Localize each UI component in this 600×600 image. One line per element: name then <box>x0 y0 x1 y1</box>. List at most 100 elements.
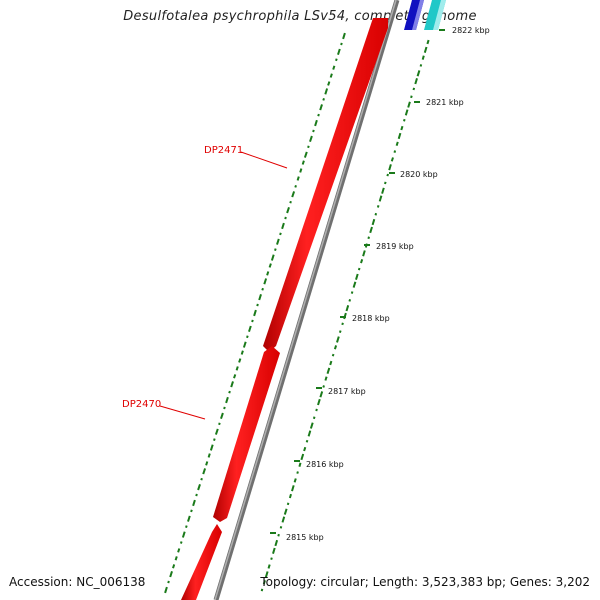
gc-dot <box>315 408 318 412</box>
gc-dot <box>235 366 239 371</box>
gc-dot <box>317 398 321 406</box>
gc-dot <box>296 176 300 181</box>
gc-dot <box>326 367 331 374</box>
gc-dot <box>299 168 303 173</box>
gene-next-arrow[interactable] <box>181 524 222 600</box>
gc-dot <box>327 81 331 86</box>
gc-dot <box>187 515 191 522</box>
genome-stats-label: Topology: circular; Length: 3,523,383 bp… <box>260 575 590 589</box>
gc-dot <box>262 579 266 585</box>
gc-dot <box>167 580 170 584</box>
gc-dot <box>390 157 394 162</box>
gc-dot <box>416 70 421 77</box>
gc-dot <box>410 95 413 99</box>
gc-dot <box>230 381 234 388</box>
gene-dp2470-label[interactable]: DP2470 <box>122 399 161 410</box>
gc-dot <box>329 360 333 366</box>
gc-dot <box>357 267 361 271</box>
gc-dot <box>348 298 352 302</box>
gc-dot <box>296 471 299 474</box>
tick-label-2822: 2822 kbp <box>452 26 490 35</box>
forward-features <box>404 0 446 30</box>
tick-label-2815: 2815 kbp <box>286 533 324 542</box>
gc-dot <box>419 64 423 67</box>
gc-dot <box>248 325 252 333</box>
gc-dot <box>268 263 272 268</box>
gc-dot <box>272 547 276 554</box>
gc-dot <box>207 453 211 458</box>
gene-dp2470-arrow[interactable] <box>213 346 280 522</box>
gc-dot <box>181 531 186 538</box>
genome-backbone <box>213 0 400 600</box>
gc-dot <box>329 73 333 78</box>
gc-dot <box>400 125 404 131</box>
gc-dot <box>303 151 308 158</box>
gene-dp2471-label[interactable]: DP2471 <box>204 145 243 156</box>
gc-dot <box>333 345 338 350</box>
gc-dot <box>238 358 242 363</box>
gc-dot <box>336 336 340 343</box>
gc-dot <box>228 390 231 394</box>
gc-dot <box>200 477 203 481</box>
gc-dot <box>197 483 201 491</box>
gc-dot <box>309 422 314 429</box>
gc-dot <box>276 238 280 245</box>
accession-label: Accession: NC_006138 <box>9 575 146 589</box>
gc-dot <box>301 160 305 165</box>
gc-dot <box>335 58 338 62</box>
tick-label-2817: 2817 kbp <box>328 387 366 396</box>
gc-dot <box>218 422 221 426</box>
gc-dot <box>192 499 196 507</box>
gc-dot <box>384 181 387 185</box>
gc-dot <box>284 216 287 220</box>
gc-dot <box>322 385 325 388</box>
gc-dot <box>261 287 264 291</box>
gc-dot <box>331 353 335 357</box>
gc-dot <box>342 32 346 40</box>
gc-dot <box>281 516 286 523</box>
gc-dot <box>258 293 262 301</box>
gc-dot <box>177 548 181 553</box>
gc-dot <box>270 557 273 560</box>
tick-label-2819: 2819 kbp <box>376 242 414 251</box>
gc-dot <box>397 132 402 140</box>
gc-dot <box>371 218 376 226</box>
gc-dot <box>195 493 198 497</box>
gc-dot <box>213 438 216 442</box>
gc-dot <box>209 444 214 451</box>
gc-dot <box>220 412 224 420</box>
gc-dot <box>246 335 249 339</box>
gc-dot <box>179 541 183 544</box>
gene-dp2471-arrow[interactable] <box>263 18 388 352</box>
map-title: Desulfotalea psychrophila LSv54, complet… <box>123 9 477 24</box>
gc-dot <box>240 350 244 355</box>
gc-dot <box>286 502 290 506</box>
gc-dot <box>404 109 409 116</box>
tick-label-2821: 2821 kbp <box>426 98 464 107</box>
gc-dot <box>395 141 399 147</box>
gc-dot <box>223 406 226 410</box>
gc-dot <box>322 97 325 101</box>
gc-dot <box>337 48 341 56</box>
gc-dot <box>338 330 342 334</box>
gc-dot <box>288 493 292 499</box>
gc-dot <box>300 453 305 461</box>
gc-dot <box>293 478 297 483</box>
gc-dot <box>214 428 219 435</box>
gc-dot <box>291 191 296 198</box>
gc-dot <box>324 88 329 95</box>
gc-dot <box>332 65 336 70</box>
gc-dot <box>369 226 373 234</box>
cyan-feature-shade <box>433 0 446 30</box>
gc-dot <box>317 113 320 117</box>
gc-dot <box>305 439 309 443</box>
gc-dot <box>374 212 378 216</box>
gc-dot <box>225 396 229 404</box>
gc-dot <box>312 129 315 133</box>
gc-dot <box>279 232 282 236</box>
gc-dot <box>286 206 290 214</box>
gc-dot <box>298 462 302 467</box>
gc-dot <box>360 258 364 264</box>
gc-dot <box>307 145 310 149</box>
